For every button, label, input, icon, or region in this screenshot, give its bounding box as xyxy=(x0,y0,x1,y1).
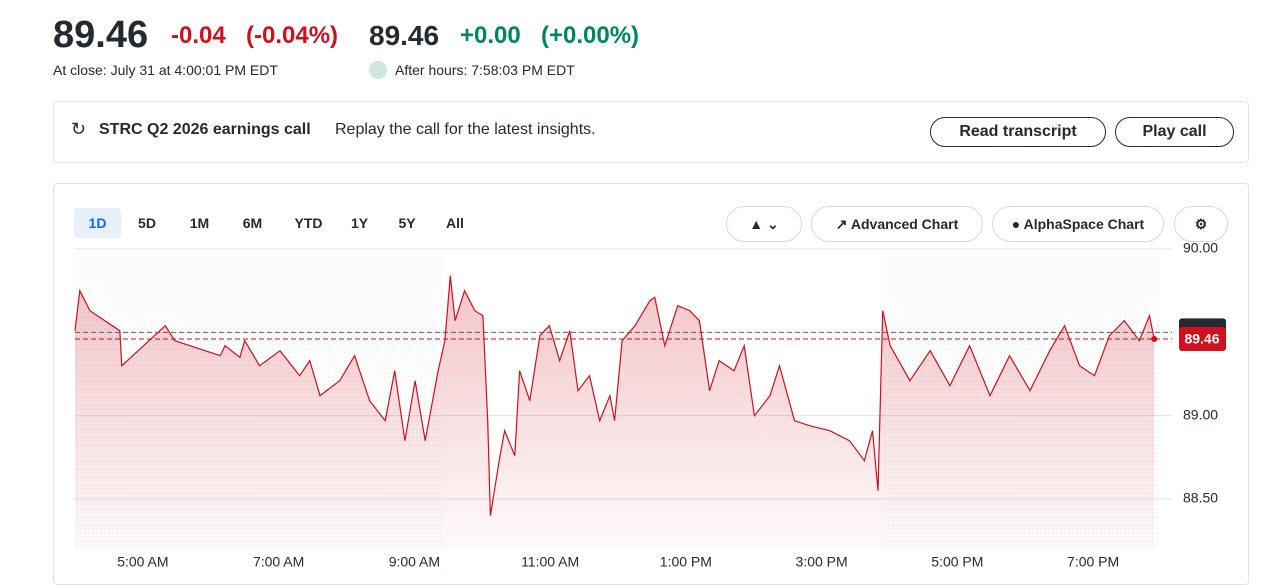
ah-price: 89.46 xyxy=(369,20,440,51)
range-tab[interactable]: 1M xyxy=(189,215,210,231)
close-note: At close: July 31 at 4:00:01 PM EDT xyxy=(53,62,278,78)
change: -0.04 xyxy=(171,22,226,49)
banner-text: Replay the call for the latest insights. xyxy=(335,121,596,138)
moon-icon xyxy=(369,61,387,79)
advanced-chart[interactable]: ↗ Advanced Chart xyxy=(811,206,983,242)
chart-type[interactable]: ▲ ⌄ xyxy=(726,206,802,242)
label: Play call xyxy=(1142,123,1207,140)
range-tab[interactable]: 1Y xyxy=(350,215,369,231)
banner xyxy=(53,101,1249,163)
play-call[interactable]: Play call xyxy=(1115,117,1234,147)
settings[interactable]: ⚙ xyxy=(1174,206,1228,242)
range-tab[interactable]: 6M xyxy=(242,215,263,231)
banner-title: STRC Q2 2026 earnings call xyxy=(99,121,311,138)
range-tab[interactable]: 5Y xyxy=(398,215,416,231)
range-tab[interactable]: 5D xyxy=(138,215,156,231)
label: Read transcript xyxy=(959,123,1077,140)
ah-note: After hours: 7:58:03 PM EDT xyxy=(395,62,575,78)
ah-change: +0.00 xyxy=(460,22,521,49)
replay-icon: ↻ xyxy=(71,119,87,139)
range-tab[interactable]: All xyxy=(446,215,464,231)
range-tab[interactable]: YTD xyxy=(294,215,323,231)
alphaspace-chart[interactable]: ● AlphaSpace Chart xyxy=(992,206,1164,242)
label: AlphaSpace Chart xyxy=(1023,216,1145,232)
label: Advanced Chart xyxy=(850,216,959,232)
price: 89.46 xyxy=(53,14,149,56)
chart-card xyxy=(53,183,1249,585)
read-transcript[interactable]: Read transcript xyxy=(930,117,1106,147)
change-pct: (-0.04%) xyxy=(246,22,339,49)
range-tab[interactable]: 1D xyxy=(74,208,121,238)
ah-change-pct: (+0.00%) xyxy=(541,22,640,49)
